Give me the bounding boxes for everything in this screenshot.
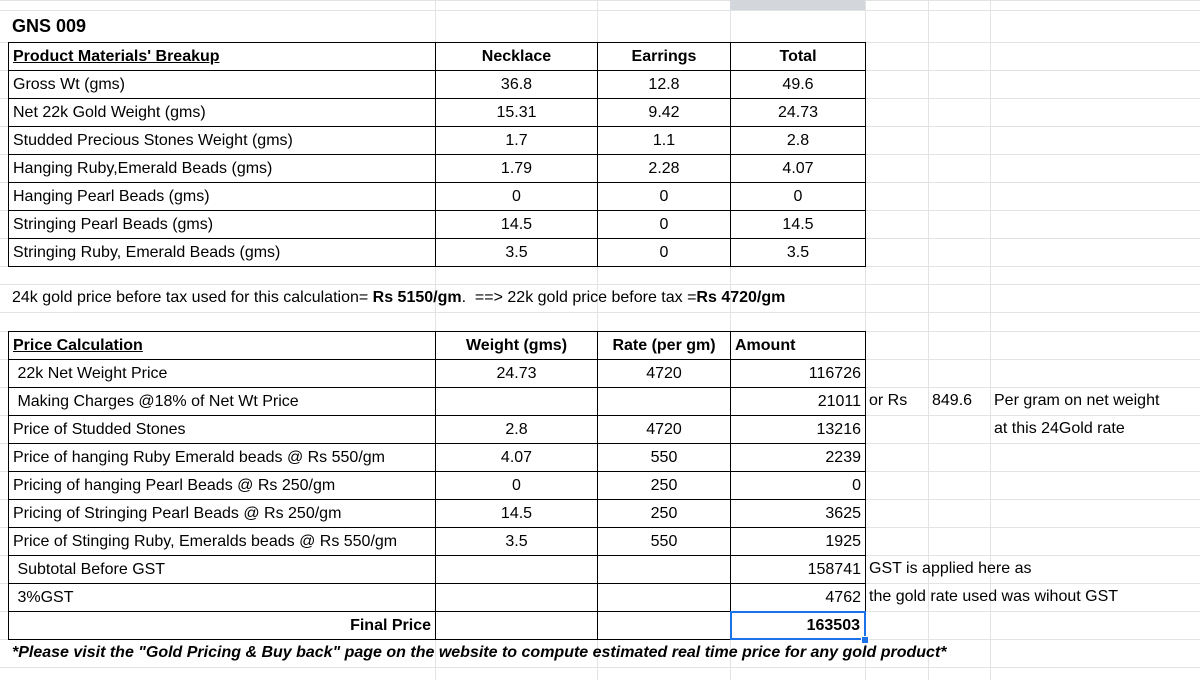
value-cell: 3.5 bbox=[435, 238, 598, 267]
value-cell: 0 bbox=[597, 238, 731, 267]
value-cell bbox=[597, 583, 731, 612]
header-cell: Price Calculation bbox=[8, 331, 436, 360]
label-cell: 22k Net Weight Price bbox=[8, 359, 436, 388]
grid-line bbox=[990, 0, 991, 680]
value-cell: 250 bbox=[597, 499, 731, 528]
value-cell: 0 bbox=[435, 471, 598, 500]
grid-line bbox=[0, 10, 1200, 11]
gold-price-note: 24k gold price before tax used for this … bbox=[8, 284, 789, 312]
side-note: or Rs bbox=[869, 392, 908, 409]
final-label: Final Price bbox=[8, 611, 436, 640]
value-cell: 36.8 bbox=[435, 70, 598, 99]
value-cell: 550 bbox=[597, 527, 731, 556]
sheet-title: GNS 009 bbox=[12, 15, 87, 36]
header-cell: Product Materials' Breakup bbox=[8, 42, 436, 71]
value-cell: 158741 bbox=[730, 555, 866, 584]
note-part: . ==> 22k gold price before tax = bbox=[461, 289, 697, 306]
grid-line bbox=[0, 667, 1200, 668]
label-cell: Making Charges @18% of Net Wt Price bbox=[8, 387, 436, 416]
label-cell: Pricing of hanging Pearl Beads @ Rs 250/… bbox=[8, 471, 436, 500]
value-cell: 116726 bbox=[730, 359, 866, 388]
value-cell: 15.31 bbox=[435, 98, 598, 127]
cell bbox=[597, 611, 731, 640]
header-cell: Necklace bbox=[435, 42, 598, 71]
value-cell bbox=[435, 387, 598, 416]
value-cell bbox=[597, 555, 731, 584]
value-cell: 3.5 bbox=[730, 238, 866, 267]
value-cell: 12.8 bbox=[597, 70, 731, 99]
label-cell: Stringing Ruby, Emerald Beads (gms) bbox=[8, 238, 436, 267]
value-cell: 0 bbox=[435, 182, 598, 211]
label-cell: Hanging Ruby,Emerald Beads (gms) bbox=[8, 154, 436, 183]
value-cell: 0 bbox=[730, 471, 866, 500]
value-cell: 0 bbox=[730, 182, 866, 211]
value-cell: 14.5 bbox=[730, 210, 866, 239]
value-cell: 0 bbox=[597, 210, 731, 239]
final-value: 163503 bbox=[730, 611, 866, 640]
side-note: Per gram on net weight bbox=[994, 392, 1160, 409]
selection-handle bbox=[861, 636, 869, 644]
value-cell: 4720 bbox=[597, 359, 731, 388]
value-cell: 3.5 bbox=[435, 527, 598, 556]
cell bbox=[435, 611, 598, 640]
note-part: 24k gold price before tax used for this … bbox=[12, 289, 373, 306]
value-cell: 1.79 bbox=[435, 154, 598, 183]
label-cell: Stringing Pearl Beads (gms) bbox=[8, 210, 436, 239]
label-cell: Hanging Pearl Beads (gms) bbox=[8, 182, 436, 211]
label-cell: Pricing of Stringing Pearl Beads @ Rs 25… bbox=[8, 499, 436, 528]
value-cell bbox=[435, 583, 598, 612]
side-note: 849.6 bbox=[932, 392, 973, 409]
footnote: *Please visit the "Gold Pricing & Buy ba… bbox=[12, 644, 947, 661]
value-cell: 4720 bbox=[597, 415, 731, 444]
value-cell: 13216 bbox=[730, 415, 866, 444]
value-cell: 2.28 bbox=[597, 154, 731, 183]
value-cell: 1.7 bbox=[435, 126, 598, 155]
note-part: Rs 4720/gm bbox=[696, 289, 786, 306]
value-cell: 2.8 bbox=[730, 126, 866, 155]
label-cell: Subtotal Before GST bbox=[8, 555, 436, 584]
label-cell: Price of Stinging Ruby, Emeralds beads @… bbox=[8, 527, 436, 556]
grid-line bbox=[0, 312, 1200, 313]
value-cell: 24.73 bbox=[435, 359, 598, 388]
value-cell: 4.07 bbox=[435, 443, 598, 472]
value-cell: 49.6 bbox=[730, 70, 866, 99]
header-cell: Total bbox=[730, 42, 866, 71]
label-cell: Price of hanging Ruby Emerald beads @ Rs… bbox=[8, 443, 436, 472]
value-cell: 1925 bbox=[730, 527, 866, 556]
value-cell: 550 bbox=[597, 443, 731, 472]
value-cell: 24.73 bbox=[730, 98, 866, 127]
label-cell: 3%GST bbox=[8, 583, 436, 612]
side-note: the gold rate used was wihout GST bbox=[869, 588, 1119, 605]
header-cell: Rate (per gm) bbox=[597, 331, 731, 360]
label-cell: Gross Wt (gms) bbox=[8, 70, 436, 99]
value-cell: 250 bbox=[597, 471, 731, 500]
label-cell: Studded Precious Stones Weight (gms) bbox=[8, 126, 436, 155]
header-cell: Amount bbox=[730, 331, 866, 360]
value-cell: 2.8 bbox=[435, 415, 598, 444]
value-cell: 21011 bbox=[730, 387, 866, 416]
note-part: Rs 5150/gm bbox=[372, 289, 462, 306]
value-cell bbox=[597, 387, 731, 416]
side-note: at this 24Gold rate bbox=[994, 420, 1125, 437]
value-cell: 14.5 bbox=[435, 499, 598, 528]
value-cell: 0 bbox=[597, 182, 731, 211]
value-cell: 4762 bbox=[730, 583, 866, 612]
value-cell: 1.1 bbox=[597, 126, 731, 155]
grid-line bbox=[928, 0, 929, 680]
header-cell: Earrings bbox=[597, 42, 731, 71]
value-cell: 2239 bbox=[730, 443, 866, 472]
value-cell: 4.07 bbox=[730, 154, 866, 183]
column-highlight bbox=[730, 0, 865, 10]
grid-line bbox=[0, 284, 1200, 285]
header-cell: Weight (gms) bbox=[435, 331, 598, 360]
label-cell: Net 22k Gold Weight (gms) bbox=[8, 98, 436, 127]
value-cell: 3625 bbox=[730, 499, 866, 528]
side-note: GST is applied here as bbox=[869, 560, 1032, 577]
value-cell: 9.42 bbox=[597, 98, 731, 127]
value-cell bbox=[435, 555, 598, 584]
grid-line bbox=[0, 0, 1200, 1]
label-cell: Price of Studded Stones bbox=[8, 415, 436, 444]
value-cell: 14.5 bbox=[435, 210, 598, 239]
